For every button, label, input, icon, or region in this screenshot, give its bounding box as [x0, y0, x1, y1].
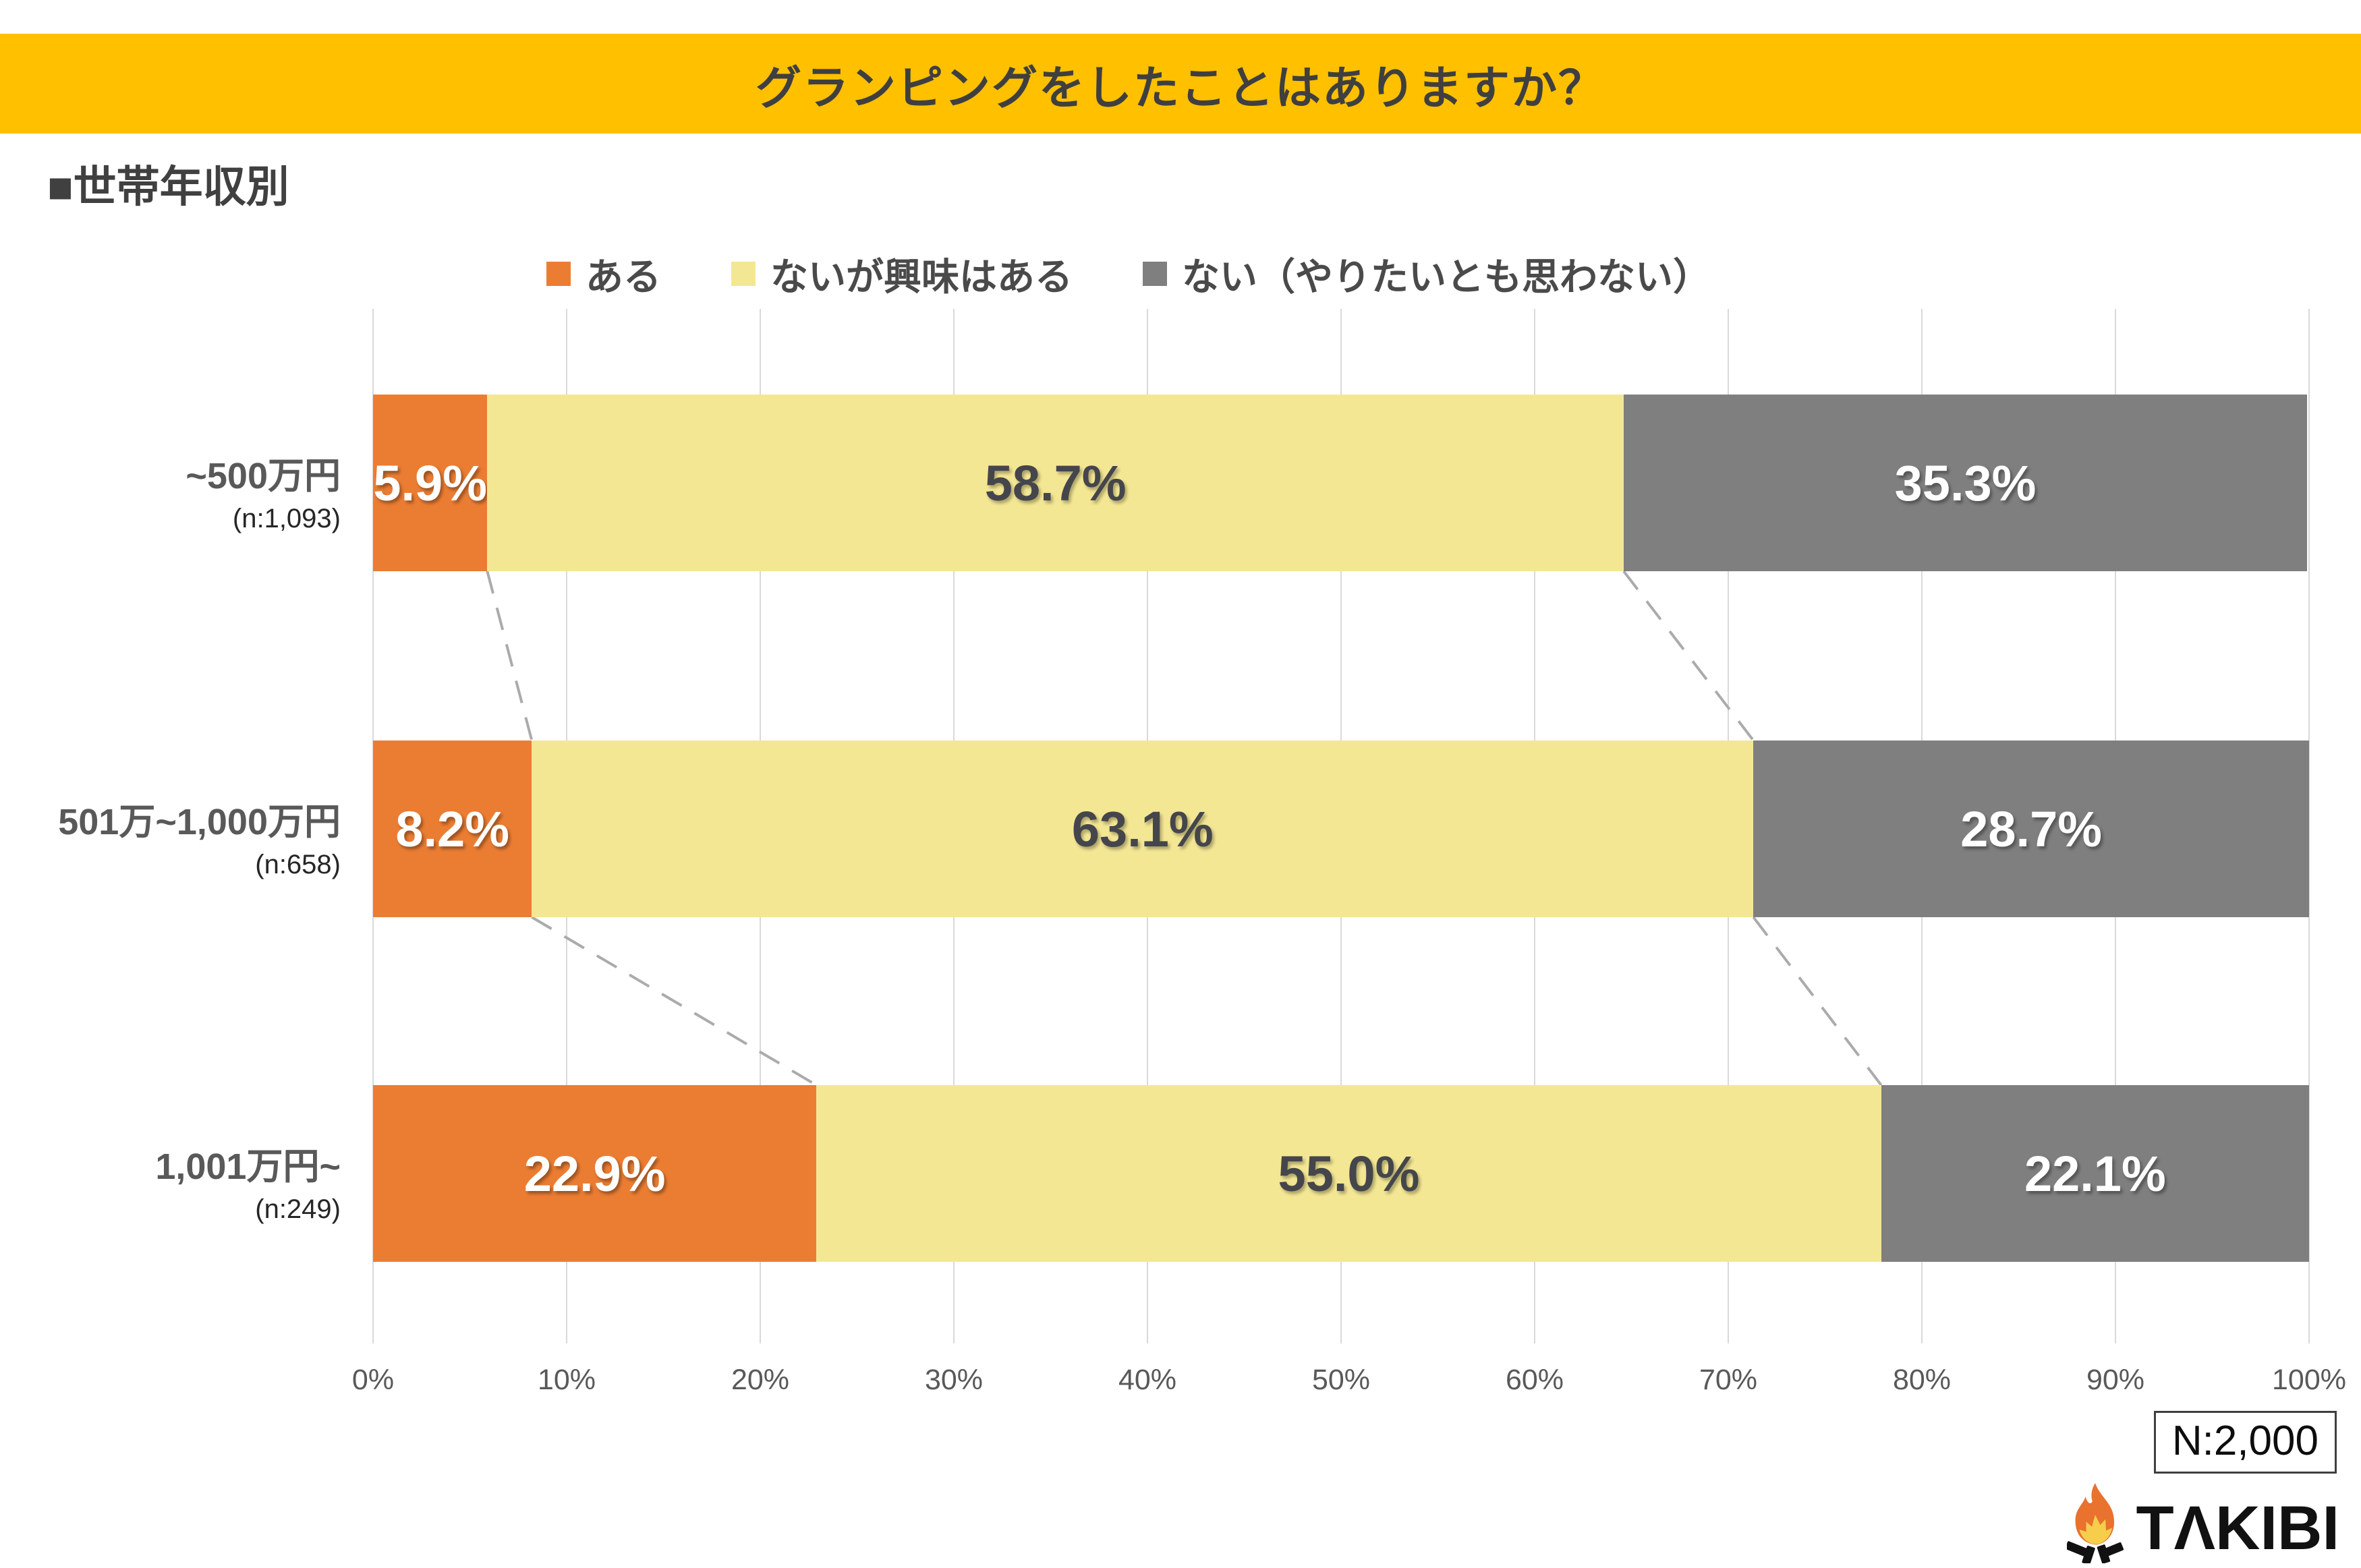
bar-segment: 35.3%: [1624, 395, 2308, 571]
category-label: ~500万円 (n:1,093): [0, 453, 341, 538]
legend-label: ある: [586, 255, 661, 298]
category-label: 501万~1,000万円 (n:658): [0, 798, 341, 883]
bar-value-label: 22.9%: [523, 1145, 666, 1202]
legend-swatch-orange-icon: [546, 262, 571, 286]
category-label: 1,001万円~ (n:249): [0, 1143, 341, 1228]
category-sample-size: (n:658): [255, 850, 341, 879]
x-axis-tick-label: 70%: [1699, 1364, 1758, 1396]
bar-segment: 63.1%: [532, 741, 1754, 917]
bar-segment: 22.9%: [373, 1085, 817, 1262]
x-axis-tick-label: 100%: [2272, 1364, 2346, 1396]
bar-value-label: 28.7%: [1960, 801, 2103, 857]
legend-swatch-gray-icon: [1143, 262, 1167, 286]
bar-segment: 22.1%: [1881, 1085, 2309, 1262]
category-sample-size: (n:249): [255, 1194, 341, 1224]
x-axis-tick-label: 30%: [924, 1364, 984, 1396]
bar-value-label: 35.3%: [1894, 455, 2037, 511]
bar-row: 22.9% 55.0% 22.1%: [373, 1085, 2309, 1262]
x-axis-tick-label: 90%: [2086, 1364, 2145, 1396]
category-sample-size: (n:1,093): [232, 504, 341, 533]
legend-item-aru: ある: [546, 247, 661, 301]
bar-value-label: 22.1%: [2024, 1145, 2166, 1202]
legend-label: ないが興味はある: [770, 255, 1073, 298]
chart-legend: ある ないが興味はある ない（やりたいとも思わない）: [546, 250, 1711, 298]
bar-segment: 5.9%: [373, 395, 488, 571]
bar-value-label: 58.7%: [984, 455, 1127, 511]
category-name: ~500万円: [186, 456, 341, 496]
plot-area: 5.9% 58.7% 35.3% 8.2% 63.1% 28.7% 22.9% 55.0% 22…: [372, 309, 2310, 1343]
x-axis-tick-label: 50%: [1311, 1364, 1371, 1396]
bar-value-label: 63.1%: [1071, 801, 1214, 857]
legend-label: ない（やりたいとも思わない）: [1182, 255, 1711, 298]
bar-row: 5.9% 58.7% 35.3%: [373, 395, 2309, 571]
x-axis-tick-label: 20%: [731, 1364, 790, 1396]
campfire-icon: [2067, 1483, 2124, 1563]
bar-row: 8.2% 63.1% 28.7%: [373, 741, 2309, 917]
legend-item-nai-kyoumi: ないが興味はある: [731, 247, 1073, 301]
page-title: グランピングをしたことはありますか？: [755, 62, 1605, 114]
bar-segment: 8.2%: [373, 741, 532, 917]
x-axis-tick-label: 10%: [537, 1364, 596, 1396]
x-axis-tick-label: 0%: [351, 1364, 395, 1396]
category-name: 1,001万円~: [155, 1146, 341, 1187]
bar-segment: 28.7%: [1753, 741, 2309, 917]
section-heading: ■世帯年収別: [47, 163, 289, 211]
bar-value-label: 8.2%: [395, 801, 509, 857]
x-axis-tick-label: 60%: [1505, 1364, 1564, 1396]
logo-wordmark: TΛKIBI: [2136, 1494, 2339, 1563]
takibi-logo: TΛKIBI: [2067, 1481, 2339, 1563]
sample-size-badge: N:2,000: [2153, 1411, 2337, 1474]
legend-swatch-yellow-icon: [731, 262, 756, 286]
header-band: グランピングをしたことはありますか？: [0, 34, 2361, 134]
bar-segment: 58.7%: [487, 395, 1624, 571]
legend-item-nai: ない（やりたいとも思わない）: [1143, 247, 1711, 301]
bar-value-label: 5.9%: [373, 455, 487, 511]
x-axis-tick-label: 40%: [1118, 1364, 1177, 1396]
bar-segment: 55.0%: [816, 1085, 1881, 1262]
gridline: [2308, 309, 2310, 1343]
bar-value-label: 55.0%: [1278, 1145, 1420, 1202]
x-axis-tick-label: 80%: [1892, 1364, 1952, 1396]
category-name: 501万~1,000万円: [58, 802, 341, 842]
